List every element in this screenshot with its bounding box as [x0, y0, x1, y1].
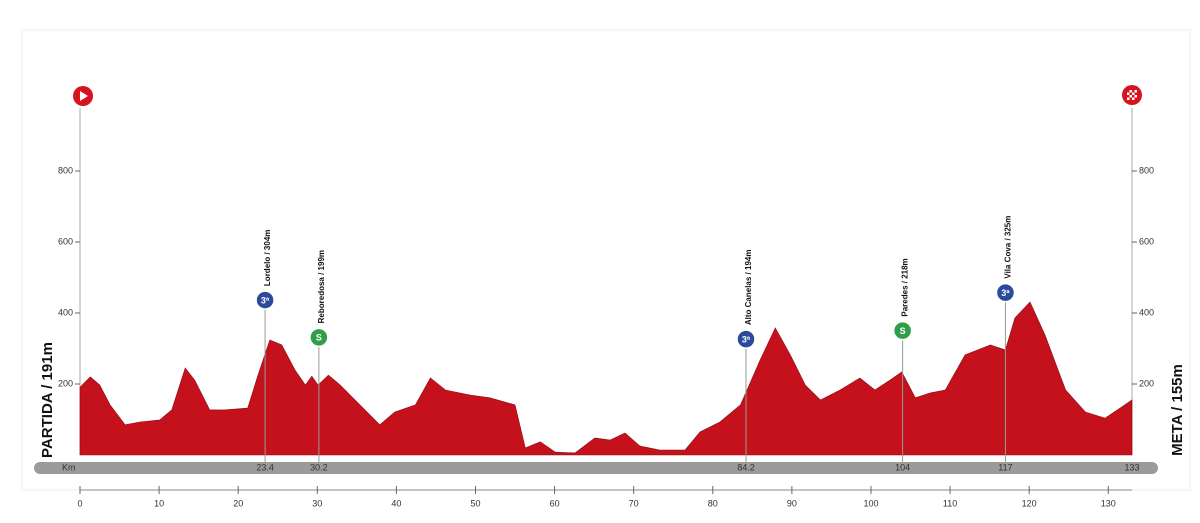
climb-badge: S: [316, 333, 322, 343]
x-tick-label: 20: [233, 498, 243, 508]
climb-badge: 3ª: [1001, 288, 1010, 298]
climb-badge: S: [900, 326, 906, 336]
km-label: Km: [62, 462, 76, 472]
climb-icon: [255, 290, 275, 310]
x-tick-label: 50: [470, 498, 480, 508]
x-tick-label: 70: [629, 498, 639, 508]
climb-km: 30.2: [310, 462, 328, 472]
y-tick-label-right: 600: [1139, 236, 1154, 246]
x-tick-label: 10: [154, 498, 164, 508]
km-bar: [34, 462, 1158, 474]
x-tick-label: 40: [391, 498, 401, 508]
climb-label: Alto Canelas / 194m: [744, 250, 753, 326]
climb-km: 117: [998, 462, 1012, 472]
climb-label: Vila Cova / 325m: [1004, 216, 1013, 279]
y-tick-label-left: 800: [58, 165, 73, 175]
y-tick-label-right: 200: [1139, 378, 1154, 388]
climb-label: Lordelo / 304m: [263, 230, 272, 286]
x-tick-label: 100: [863, 498, 878, 508]
climb-km: 23.4: [256, 462, 274, 472]
x-tick-label: 120: [1022, 498, 1037, 508]
x-tick-label: 130: [1101, 498, 1116, 508]
climb-icon: [736, 329, 756, 349]
climb-icon: [892, 320, 913, 341]
x-tick-label: 30: [312, 498, 322, 508]
y-tick-label-right: 800: [1139, 165, 1154, 175]
x-tick-label: 110: [943, 498, 957, 508]
finish-label: META / 155m: [1169, 364, 1186, 456]
start-label: PARTIDA / 191m: [39, 342, 56, 458]
climb-badge: 3ª: [261, 295, 270, 305]
x-tick-label: 80: [708, 498, 718, 508]
y-tick-label-left: 600: [58, 236, 73, 246]
x-tick-label: 0: [77, 498, 82, 508]
climb-km: 84.2: [737, 462, 755, 472]
climb-km: 104: [895, 462, 910, 472]
climb-label: Reboredosa / 199m: [317, 250, 326, 323]
y-tick-label-left: 200: [58, 378, 73, 388]
x-tick-label: 60: [550, 498, 560, 508]
y-tick-label-right: 400: [1139, 307, 1154, 317]
finish-icon: [1122, 85, 1142, 105]
climb-badge: 3ª: [742, 335, 751, 345]
finish-km: 133: [1124, 462, 1139, 472]
elevation-area: [79, 301, 1133, 456]
climb-icon: [995, 282, 1016, 303]
climb-label: Paredes / 218m: [901, 258, 910, 316]
x-tick-label: 90: [787, 498, 797, 508]
climb-icon: [309, 327, 329, 348]
y-tick-label-left: 400: [58, 307, 73, 317]
start-icon: [73, 86, 93, 106]
